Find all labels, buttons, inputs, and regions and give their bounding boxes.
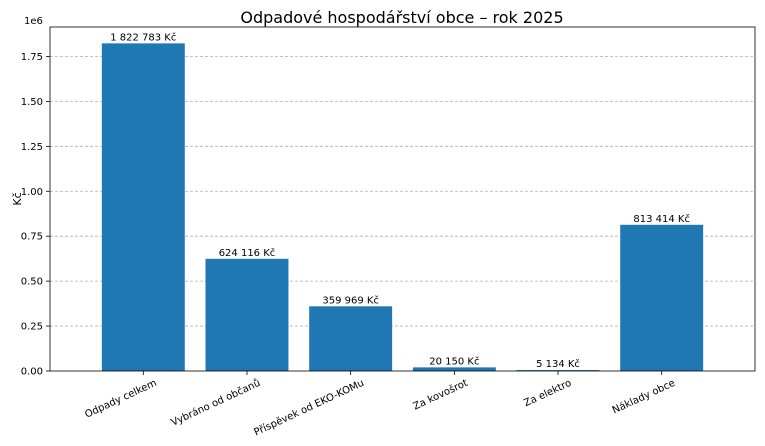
- bar-value-label: 813 414 Kč: [633, 213, 690, 225]
- y-tick-label: 0.25: [21, 322, 43, 333]
- bar: [205, 258, 289, 371]
- bar-value-label: 5 134 Kč: [536, 358, 580, 370]
- bar: [516, 370, 600, 371]
- y-tick-label: 1.50: [21, 97, 43, 108]
- bar-value-labels: 1 822 783 Kč 624 116 Kč 359 969 Kč 20 150 K…: [110, 31, 690, 370]
- x-tick-label: Za elektro: [522, 378, 573, 410]
- bar: [101, 43, 185, 372]
- x-tick-label: Příspěvek od EKO-KOMu: [252, 377, 366, 439]
- bars: [101, 43, 704, 372]
- x-tick-label: Odpady celkem: [83, 378, 158, 421]
- x-axis-ticks: Odpady celkem Vybráno od občanůPříspěvek …: [83, 371, 677, 438]
- bar: [412, 367, 496, 371]
- bar: [620, 224, 704, 371]
- bar-value-label: 624 116 Kč: [219, 247, 276, 259]
- y-axis-label: Kč: [11, 192, 24, 205]
- bar-value-label: 1 822 783 Kč: [110, 31, 176, 43]
- plot-area-frame: [49, 26, 756, 372]
- bar-value-label: 359 969 Kč: [322, 294, 379, 306]
- y-axis-offset-text: 1e6: [24, 16, 43, 27]
- y-tick-label: 0.00: [21, 367, 43, 378]
- chart-title: Odpadové hospodářství obce – rok 2025: [240, 8, 563, 27]
- y-tick-label: 1.75: [21, 52, 43, 63]
- x-tick-label: Náklady obce: [610, 377, 677, 417]
- y-axis-ticks: 0.00 0.25 0.50 0.75 1.00 1.25 1.50 1.75: [21, 52, 50, 378]
- bar-value-label: 20 150 Kč: [429, 355, 479, 367]
- x-tick-label: Za kovošrot: [411, 377, 470, 413]
- bar: [309, 306, 393, 371]
- y-tick-label: 1.25: [21, 142, 43, 153]
- y-tick-label: 0.50: [21, 277, 43, 288]
- x-tick-label: Vybráno od občanů: [169, 377, 262, 429]
- y-tick-label: 0.75: [21, 232, 43, 243]
- y-tick-label: 1.00: [21, 187, 43, 198]
